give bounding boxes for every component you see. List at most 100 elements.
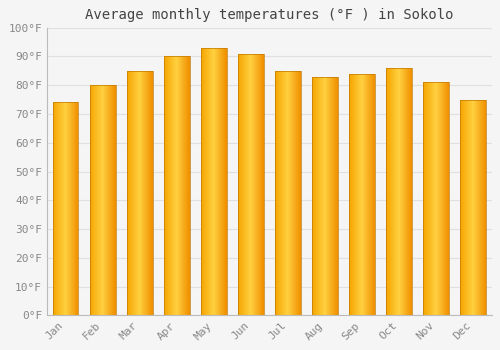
- Bar: [356, 74, 357, 315]
- Bar: [145, 71, 146, 315]
- Bar: [480, 100, 481, 315]
- Bar: [110, 85, 111, 315]
- Bar: [390, 68, 391, 315]
- Bar: [181, 56, 182, 315]
- Bar: [180, 56, 181, 315]
- Bar: [288, 71, 289, 315]
- Bar: [250, 54, 251, 315]
- Bar: [282, 71, 284, 315]
- Bar: [446, 82, 447, 315]
- Bar: [402, 68, 403, 315]
- Bar: [326, 77, 327, 315]
- Bar: [130, 71, 131, 315]
- Bar: [141, 71, 142, 315]
- Bar: [216, 48, 217, 315]
- Bar: [164, 56, 165, 315]
- Bar: [318, 77, 319, 315]
- Bar: [60, 103, 61, 315]
- Bar: [423, 82, 424, 315]
- Bar: [150, 71, 152, 315]
- Bar: [392, 68, 393, 315]
- Bar: [287, 71, 288, 315]
- Bar: [357, 74, 358, 315]
- Bar: [98, 85, 100, 315]
- Bar: [466, 100, 468, 315]
- Bar: [114, 85, 115, 315]
- Bar: [246, 54, 247, 315]
- Bar: [293, 71, 294, 315]
- Bar: [182, 56, 183, 315]
- Bar: [355, 74, 356, 315]
- Bar: [254, 54, 256, 315]
- Bar: [426, 82, 427, 315]
- Bar: [476, 100, 477, 315]
- Bar: [184, 56, 185, 315]
- Bar: [463, 100, 464, 315]
- Bar: [316, 77, 317, 315]
- Bar: [263, 54, 264, 315]
- Bar: [183, 56, 184, 315]
- Bar: [212, 48, 213, 315]
- Title: Average monthly temperatures (°F ) in Sokolo: Average monthly temperatures (°F ) in So…: [85, 8, 454, 22]
- Bar: [75, 103, 76, 315]
- Bar: [223, 48, 224, 315]
- Bar: [432, 82, 433, 315]
- Bar: [371, 74, 372, 315]
- Bar: [433, 82, 434, 315]
- Bar: [143, 71, 144, 315]
- Bar: [55, 103, 56, 315]
- Bar: [360, 74, 362, 315]
- Bar: [200, 48, 226, 315]
- Bar: [475, 100, 476, 315]
- Bar: [410, 68, 412, 315]
- Bar: [442, 82, 443, 315]
- Bar: [275, 71, 276, 315]
- Bar: [469, 100, 470, 315]
- Bar: [296, 71, 297, 315]
- Bar: [174, 56, 176, 315]
- Bar: [337, 77, 338, 315]
- Bar: [102, 85, 103, 315]
- Bar: [322, 77, 323, 315]
- Bar: [144, 71, 145, 315]
- Bar: [425, 82, 426, 315]
- Bar: [202, 48, 203, 315]
- Bar: [354, 74, 355, 315]
- Bar: [68, 103, 70, 315]
- Bar: [386, 68, 388, 315]
- Bar: [372, 74, 373, 315]
- Bar: [471, 100, 472, 315]
- Bar: [219, 48, 220, 315]
- Bar: [464, 100, 466, 315]
- Bar: [103, 85, 104, 315]
- Bar: [77, 103, 78, 315]
- Bar: [62, 103, 63, 315]
- Bar: [52, 103, 78, 315]
- Bar: [327, 77, 328, 315]
- Bar: [401, 68, 402, 315]
- Bar: [313, 77, 314, 315]
- Bar: [320, 77, 321, 315]
- Bar: [365, 74, 366, 315]
- Bar: [298, 71, 299, 315]
- Bar: [368, 74, 369, 315]
- Bar: [394, 68, 395, 315]
- Bar: [243, 54, 244, 315]
- Bar: [137, 71, 138, 315]
- Bar: [350, 74, 351, 315]
- Bar: [470, 100, 471, 315]
- Bar: [460, 100, 461, 315]
- Bar: [336, 77, 337, 315]
- Bar: [176, 56, 178, 315]
- Bar: [92, 85, 93, 315]
- Bar: [352, 74, 353, 315]
- Bar: [447, 82, 448, 315]
- Bar: [138, 71, 139, 315]
- Bar: [373, 74, 374, 315]
- Bar: [472, 100, 473, 315]
- Bar: [131, 71, 132, 315]
- Bar: [109, 85, 110, 315]
- Bar: [285, 71, 286, 315]
- Bar: [388, 68, 390, 315]
- Bar: [358, 74, 360, 315]
